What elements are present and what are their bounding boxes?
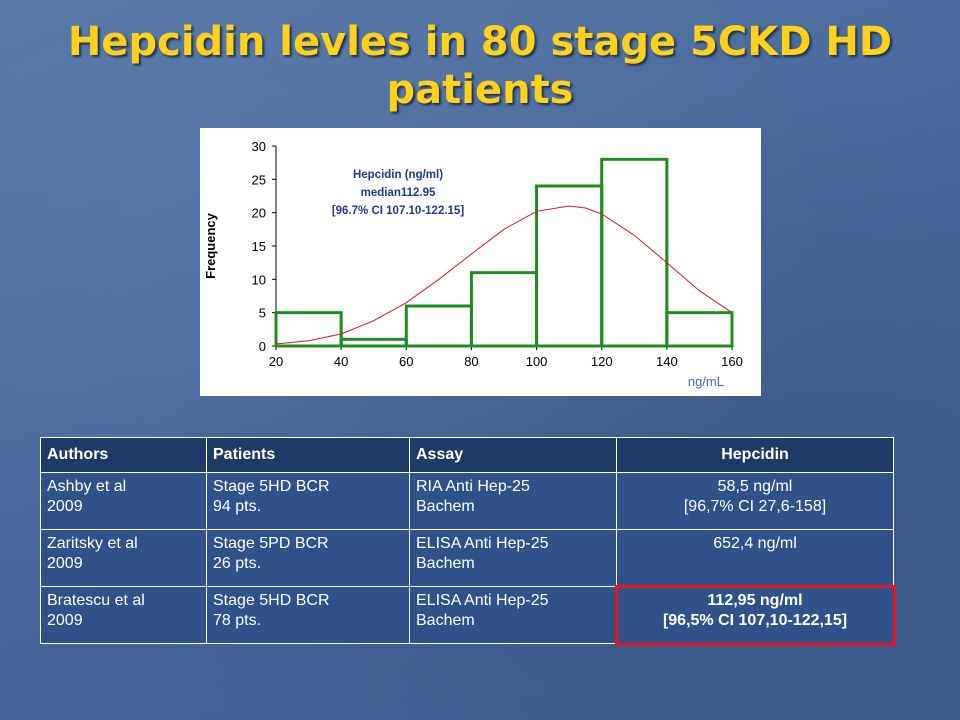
chart-annotation: [96.7% CI 107.10-122.15] — [332, 205, 465, 217]
cell-line: 2009 — [47, 498, 83, 515]
y-tick-label: 15 — [252, 239, 266, 254]
x-tick-label: 120 — [591, 354, 613, 369]
cell-line: Stage 5PD BCR — [213, 535, 329, 552]
normal-fit-curve — [275, 205, 733, 345]
cell-line: Bachem — [416, 612, 475, 629]
table-row: Ashby et al 2009 Stage 5HD BCR 94 pts. RIA… — [40, 472, 894, 530]
y-tick-label: 30 — [252, 139, 266, 154]
x-tick-label: 40 — [334, 354, 348, 369]
highlighted-hepcidin-cell: 112,95 ng/ml [96,5% CI 107,10-122,15] — [614, 584, 896, 646]
histogram-bar — [274, 311, 343, 348]
cell-line: 2009 — [47, 555, 83, 572]
histogram-bar — [665, 311, 734, 348]
cell-line: ELISA Anti Hep-25 — [416, 535, 549, 552]
cell-assay: RIA Anti Hep-25 Bachem — [409, 472, 617, 530]
cell-assay: ELISA Anti Hep-25 Bachem — [409, 529, 617, 587]
cell-line: Stage 5HD BCR — [213, 478, 330, 495]
hepcidin-table: Authors Patients Assay Hepcidin Ashby et… — [40, 437, 896, 646]
cell-line: Ashby et al — [47, 478, 127, 495]
y-tick-label: 25 — [252, 172, 266, 187]
histogram-bar — [339, 337, 408, 348]
histogram-svg: 0 5 10 15 20 25 30 20 40 60 80 100 120 140 160 Frequenc… — [203, 139, 743, 389]
cell-patients: Stage 5HD BCR 78 pts. — [206, 586, 410, 644]
x-unit-label: ng/mL — [688, 374, 724, 389]
x-tick-label: 160 — [721, 354, 743, 369]
cell-authors: Zaritsky et al 2009 — [40, 529, 207, 587]
cell-line: RIA Anti Hep-25 — [416, 478, 530, 495]
histogram-bar — [469, 271, 539, 348]
y-tick-label: 5 — [259, 306, 266, 321]
cell-line: Bratescu et al — [47, 592, 145, 609]
y-tick-label: 0 — [259, 339, 266, 354]
header-assay: Assay — [409, 437, 617, 473]
cell-line: ELISA Anti Hep-25 — [416, 592, 549, 609]
chart-annotation: Hepcidin (ng/ml) — [353, 169, 443, 181]
cell-authors: Bratescu et al 2009 — [40, 586, 207, 644]
table-header-row: Authors Patients Assay Hepcidin — [40, 437, 894, 473]
header-patients: Patients — [206, 437, 410, 473]
cell-line: Zaritsky et al — [47, 535, 138, 552]
table-row: Zaritsky et al 2009 Stage 5PD BCR 26 pts. … — [40, 529, 894, 587]
y-tick-label: 10 — [252, 272, 266, 287]
table-row: Bratescu et al 2009 Stage 5HD BCR 78 pts. … — [40, 584, 896, 646]
cell-assay: ELISA Anti Hep-25 Bachem — [409, 586, 617, 644]
y-axis-label: Frequency — [203, 212, 218, 279]
x-tick-label: 80 — [464, 354, 478, 369]
histogram-bar — [600, 157, 669, 348]
cell-patients: Stage 5PD BCR 26 pts. — [206, 529, 410, 587]
header-hepcidin: Hepcidin — [616, 437, 894, 473]
cell-line: 112,95 ng/ml — [707, 592, 803, 609]
slide-title: Hepcidin levles in 80 stage 5CKD HD pati… — [67, 19, 893, 113]
header-authors: Authors — [40, 437, 207, 473]
cell-line: 78 pts. — [213, 612, 262, 629]
x-tick-label: 20 — [269, 354, 283, 369]
x-tick-label: 60 — [399, 354, 413, 369]
cell-line: 2009 — [47, 612, 83, 629]
cell-line: 94 pts. — [213, 498, 262, 515]
y-tick-label: 20 — [252, 206, 266, 221]
cell-line: 652,4 ng/ml — [713, 535, 797, 552]
cell-line: [96,7% CI 27,6-158] — [683, 498, 827, 515]
cell-line: Bachem — [416, 498, 475, 515]
cell-line: 26 pts. — [213, 555, 262, 572]
cell-patients: Stage 5HD BCR 94 pts. — [206, 472, 410, 530]
x-tick-label: 140 — [656, 354, 678, 369]
chart-annotation: median112.95 — [361, 187, 436, 199]
cell-line: 58,5 ng/ml — [717, 478, 793, 495]
histogram-chart: 0 5 10 15 20 25 30 20 40 60 80 100 120 140 160 Frequenc… — [200, 128, 761, 396]
x-tick-label: 100 — [526, 354, 548, 369]
cell-hepcidin: 58,5 ng/ml [96,7% CI 27,6-158] — [616, 472, 894, 530]
cell-authors: Ashby et al 2009 — [40, 472, 207, 530]
cell-hepcidin: 652,4 ng/ml — [616, 529, 894, 587]
cell-line: Bachem — [416, 555, 475, 572]
histogram-bar — [404, 304, 473, 348]
cell-line: [96,5% CI 107,10-122,15] — [662, 612, 848, 629]
cell-line: Stage 5HD BCR — [213, 592, 330, 609]
